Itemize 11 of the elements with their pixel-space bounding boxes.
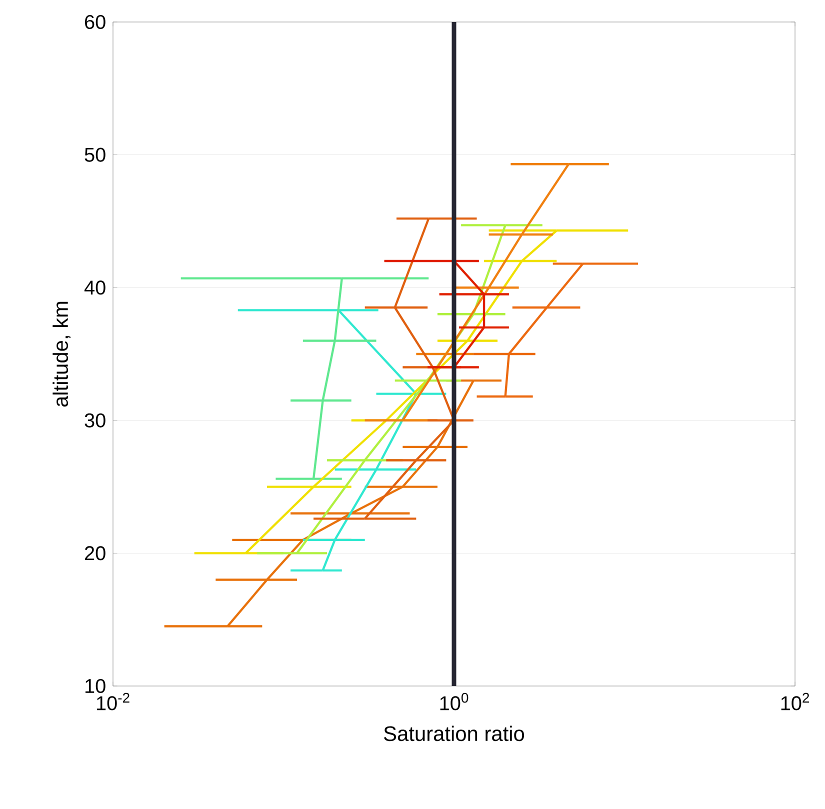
y-tick-label: 60 [85,14,106,30]
y-tick-label: 10 [86,678,106,694]
x-axis-title: Saturation ratio [384,726,524,742]
x-tick-label: 10$^{0}$ [440,692,468,710]
y-tick-label: 50 [84,148,106,162]
y-tick-label: 40 [84,280,106,295]
x-tick-label: 10$^{-2}$ [96,692,130,710]
x-tick-label: 10$^{2}$ [781,692,810,710]
y-tick-label: 20 [84,546,106,560]
y-tick-label: 30 [84,413,106,428]
y-axis-title: altitude, km [52,302,71,407]
